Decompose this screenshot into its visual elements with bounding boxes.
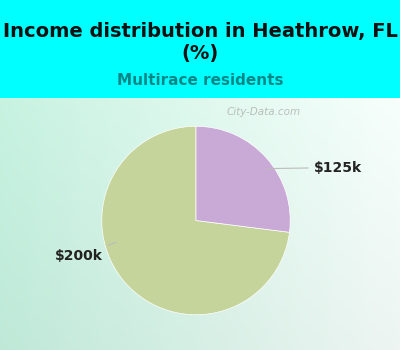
Text: Income distribution in Heathrow, FL
(%): Income distribution in Heathrow, FL (%): [2, 22, 398, 63]
Text: $125k: $125k: [267, 161, 362, 175]
Text: City-Data.com: City-Data.com: [227, 107, 301, 117]
Wedge shape: [102, 126, 290, 315]
Wedge shape: [196, 126, 290, 232]
Text: $200k: $200k: [55, 242, 116, 263]
Text: Multirace residents: Multirace residents: [117, 73, 283, 88]
